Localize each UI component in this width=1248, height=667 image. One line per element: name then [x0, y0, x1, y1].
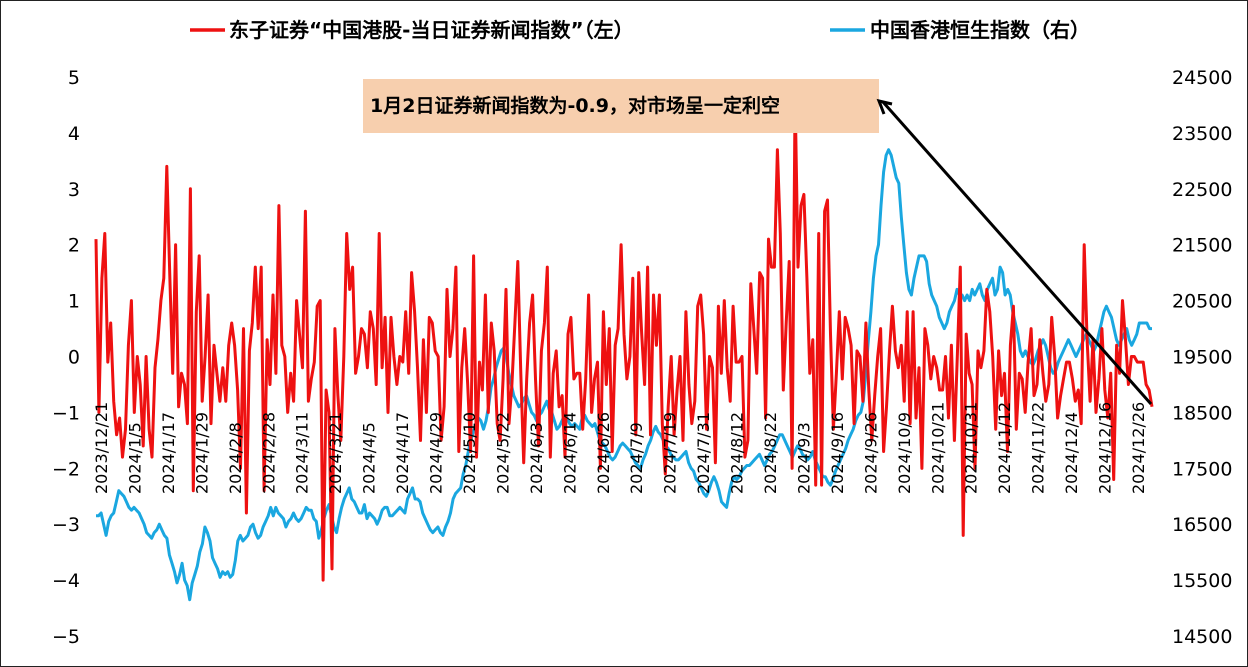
right-axis-tick-label: 14500	[1172, 626, 1232, 648]
left-axis-tick-label: 1	[68, 291, 80, 313]
x-axis-tick-label: 2024/3/21	[326, 412, 345, 494]
x-axis-tick-label: 2024/4/5	[360, 422, 379, 494]
x-axis-tick-label: 2024/8/12	[728, 412, 747, 494]
right-axis-tick-label: 24500	[1172, 67, 1232, 89]
hang-seng-index-line	[96, 148, 1152, 602]
x-axis-tick-label: 2024/6/3	[527, 422, 546, 494]
left-axis-tick-label: −4	[52, 570, 80, 592]
x-axis-tick-label: 2024/12/26	[1129, 402, 1148, 494]
x-axis-tick-label: 2024/10/9	[895, 412, 914, 494]
left-axis-tick-label: −2	[52, 458, 80, 480]
x-axis-tick-label: 2024/10/31	[962, 402, 981, 494]
legend-label-hang-seng: 中国香港恒生指数（右）	[870, 18, 1090, 42]
x-axis-tick-label: 2024/11/12	[995, 402, 1014, 494]
right-axis-tick-label: 15500	[1172, 570, 1232, 592]
x-axis-tick-label: 2024/10/21	[928, 402, 947, 494]
x-axis-tick-label: 2024/7/19	[661, 412, 680, 494]
legend-label-news-index: 东子证券“中国港股-当日证券新闻指数”（左）	[229, 18, 634, 42]
left-axis-tick-label: 0	[68, 347, 80, 369]
x-axis-tick-label: 2024/9/3	[795, 422, 814, 494]
left-axis-tick-label: 4	[68, 123, 80, 145]
news-index-line	[94, 92, 1154, 582]
left-axis-tick-labels: 5 4 3 2 1 0 −1 −2 −3 −4 −5	[52, 67, 80, 648]
right-axis-tick-label: 18500	[1172, 402, 1232, 424]
right-axis-tick-label: 20500	[1172, 291, 1232, 313]
left-axis-tick-label: 3	[68, 179, 80, 201]
x-axis-tick-label: 2024/4/29	[427, 412, 446, 494]
x-axis-tick-label: 2024/1/17	[159, 412, 178, 494]
annotation-box	[363, 79, 879, 133]
x-axis-tick-label: 2024/5/22	[493, 412, 512, 494]
x-axis-tick-label: 2024/5/10	[460, 412, 479, 494]
x-axis-tick-label: 2024/12/16	[1096, 402, 1115, 494]
x-axis-tick-label: 2024/9/26	[861, 412, 880, 494]
left-axis-tick-label: 2	[68, 235, 80, 257]
x-axis-tick-label: 2024/8/22	[761, 412, 780, 494]
right-axis-tick-label: 23500	[1172, 123, 1232, 145]
x-axis-tick-label: 2024/6/14	[560, 412, 579, 494]
left-axis-tick-label: 5	[68, 67, 80, 89]
annotation: 1月2日证券新闻指数为-0.9，对市场呈一定利空	[363, 79, 1153, 405]
x-axis-tick-label: 2024/7/9	[627, 422, 646, 494]
x-axis-tick-label: 2024/1/5	[126, 422, 145, 494]
x-axis-tick-label: 2024/2/28	[259, 412, 278, 494]
left-axis-tick-label: −3	[52, 514, 80, 536]
annotation-arrowhead	[876, 98, 893, 115]
x-axis-tick-label: 2024/3/11	[293, 412, 312, 494]
x-axis-tick-label: 2024/1/29	[192, 412, 211, 494]
right-axis-tick-label: 16500	[1172, 514, 1232, 536]
left-axis-tick-label: −5	[52, 626, 80, 648]
x-axis-tick-label: 2024/11/22	[1029, 402, 1048, 494]
x-axis-tick-label: 2023/12/21	[92, 402, 111, 494]
x-axis-tick-labels: 2023/12/21 2024/1/5 2024/1/17 2024/1/29 2024…	[92, 402, 1148, 494]
x-axis-tick-label: 2024/7/31	[694, 412, 713, 494]
legend: 东子证券“中国港股-当日证券新闻指数”（左） 中国香港恒生指数（右）	[190, 18, 1090, 42]
x-axis-tick-label: 2024/4/17	[393, 412, 412, 494]
x-axis-tick-label: 2024/6/26	[594, 412, 613, 494]
x-axis-tick-label: 2024/2/8	[226, 422, 245, 494]
right-axis-tick-label: 22500	[1172, 179, 1232, 201]
right-axis-tick-label: 17500	[1172, 458, 1232, 480]
annotation-text: 1月2日证券新闻指数为-0.9，对市场呈一定利空	[370, 94, 780, 117]
right-axis-tick-labels: 24500 23500 22500 21500 20500 19500 18500 17500…	[1172, 67, 1232, 648]
left-axis-tick-label: −1	[52, 402, 80, 424]
right-axis-tick-label: 21500	[1172, 235, 1232, 257]
annotation-arrow	[881, 101, 1153, 405]
x-axis-tick-label: 2024/9/16	[828, 412, 847, 494]
x-axis-tick-label: 2024/12/4	[1062, 412, 1081, 494]
right-axis-tick-label: 19500	[1172, 347, 1232, 369]
